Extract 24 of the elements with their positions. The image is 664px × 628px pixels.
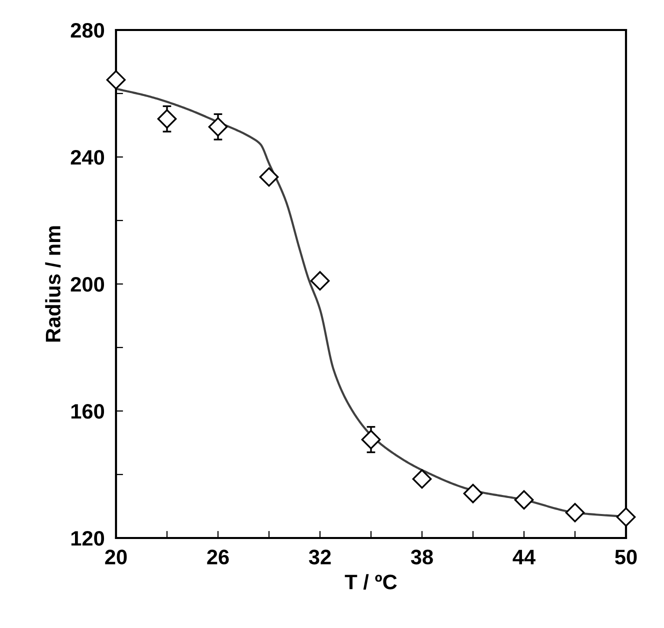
- point: [412, 469, 432, 489]
- y-tick-label: 160: [71, 404, 104, 419]
- point: [106, 70, 126, 90]
- x-tick-label: 26: [207, 550, 229, 564]
- x-tick-label: 20: [105, 550, 127, 564]
- y-tick-label: 120: [71, 531, 104, 546]
- point: [361, 430, 381, 450]
- x-tick-label: 44: [512, 550, 536, 564]
- point: [208, 117, 228, 137]
- y-tick-label: 200: [70, 277, 104, 292]
- y-tick-label: 240: [70, 150, 104, 165]
- point: [514, 490, 534, 510]
- point: [157, 109, 177, 129]
- point: [616, 507, 636, 527]
- point: [565, 502, 585, 522]
- x-axis-title: T / ºC: [344, 574, 397, 590]
- x-tick-label: 50: [615, 550, 637, 564]
- point: [463, 484, 483, 504]
- y-axis-title: Radius / nm: [45, 226, 61, 342]
- x-tick-label: 32: [308, 550, 331, 564]
- y-tick-label: 280: [70, 23, 104, 38]
- point: [310, 271, 330, 290]
- point: [259, 167, 279, 187]
- x-tick-label: 38: [410, 550, 433, 564]
